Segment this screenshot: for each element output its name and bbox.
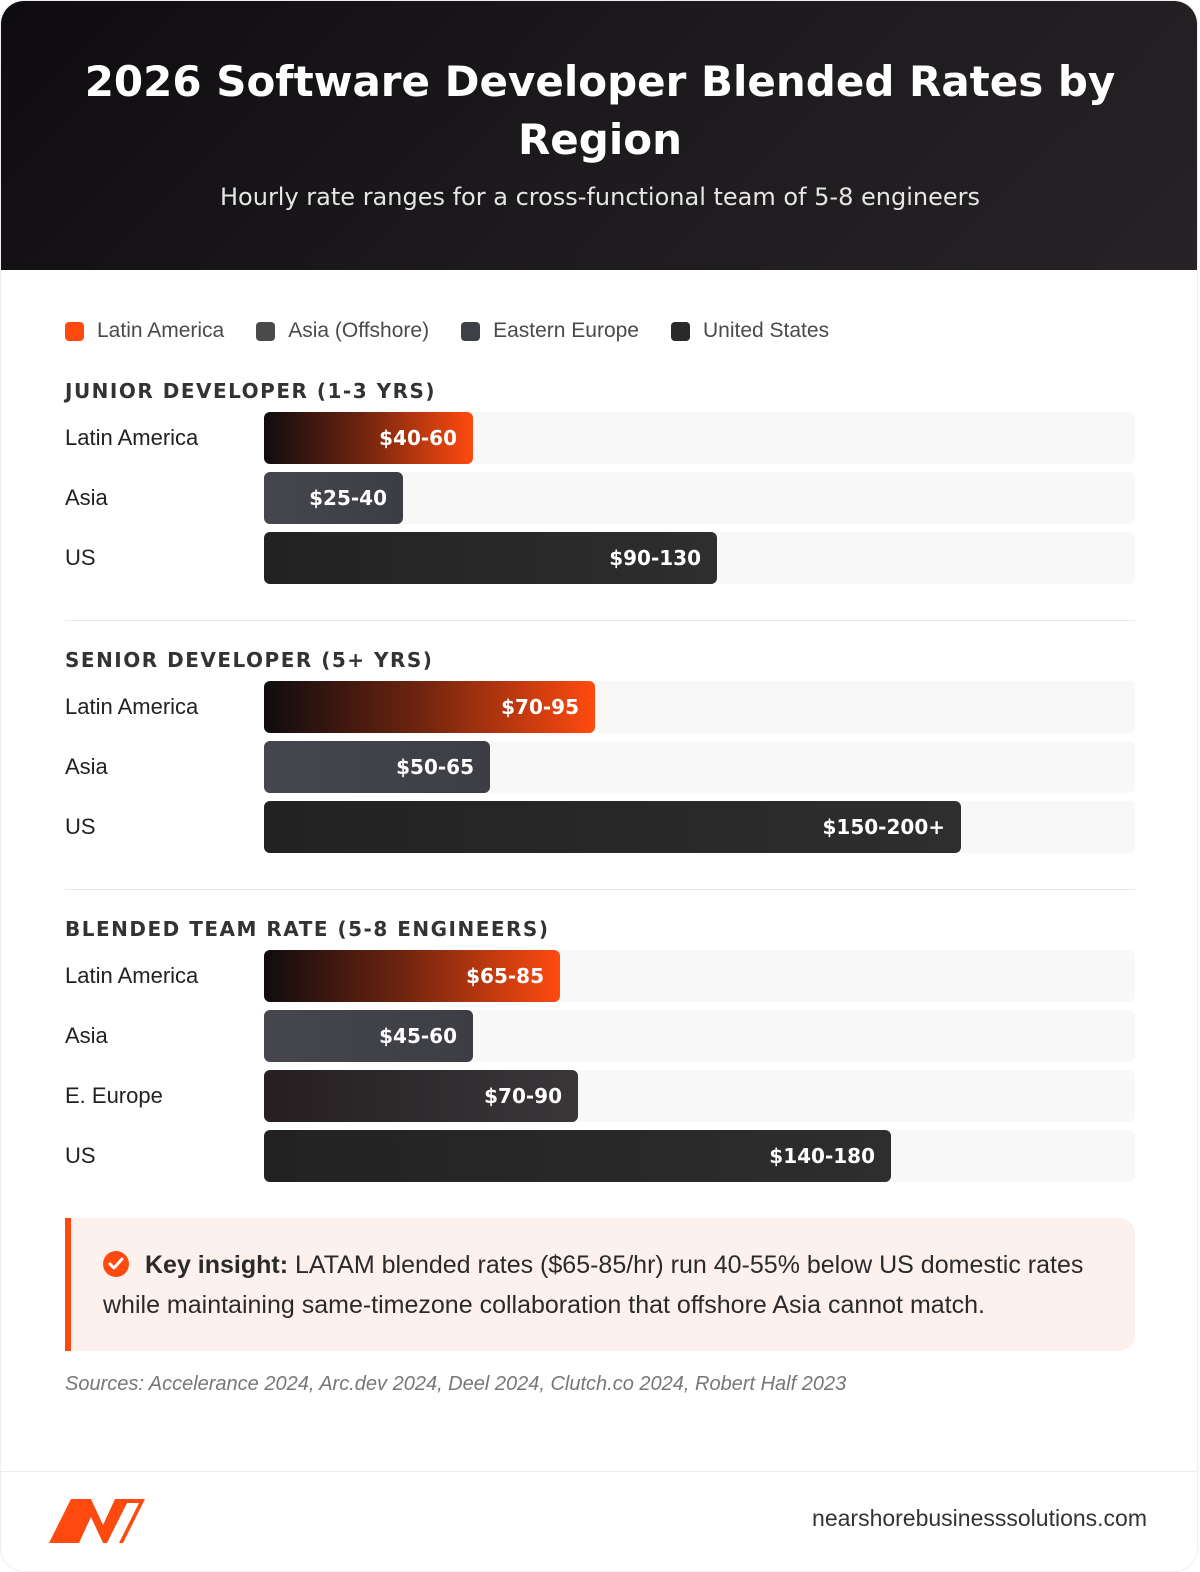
bar-track: $50-65 bbox=[264, 741, 1135, 793]
bar-category-label: E. Europe bbox=[65, 1083, 163, 1108]
bar-row: Latin America $40-60 bbox=[65, 412, 1135, 464]
bar-category-label: Asia bbox=[65, 485, 108, 510]
section-senior-developer: SENIOR DEVELOPER (5+ YRS) Latin America $… bbox=[65, 646, 1135, 853]
footer-divider bbox=[1, 1471, 1197, 1472]
legend-item-united-states: United States bbox=[671, 319, 829, 343]
check-circle-icon bbox=[103, 1251, 129, 1277]
bar: $140-180 bbox=[264, 1130, 891, 1182]
bar-track: $140-180 bbox=[264, 1130, 1135, 1182]
bar-track: $25-40 bbox=[264, 472, 1135, 524]
bar-row: US $90-130 bbox=[65, 532, 1135, 584]
bar-row: Asia $25-40 bbox=[65, 472, 1135, 524]
bar: $70-90 bbox=[264, 1070, 578, 1122]
legend-swatch-eastern-europe bbox=[461, 321, 481, 341]
bar-value-label: $140-180 bbox=[769, 1144, 875, 1168]
insight-lead: Key insight: bbox=[145, 1251, 289, 1279]
legend-label: Latin America bbox=[97, 319, 225, 342]
bar-value-label: $65-85 bbox=[466, 964, 544, 988]
bar-value-label: $150-200+ bbox=[822, 815, 945, 839]
insight-text: Key insight: LATAM blended rates ($65-85… bbox=[103, 1245, 1105, 1325]
bar-value-label: $90-130 bbox=[609, 546, 701, 570]
bar: $40-60 bbox=[264, 412, 473, 464]
legend-swatch-latin-america bbox=[65, 321, 84, 341]
bar-value-label: $25-40 bbox=[309, 486, 387, 510]
bar: $25-40 bbox=[264, 472, 403, 524]
bar-category-label: US bbox=[65, 814, 96, 839]
legend-item-asia: Asia (Offshore) bbox=[256, 319, 429, 343]
bar-value-label: $40-60 bbox=[379, 426, 457, 450]
bar-value-label: $70-90 bbox=[484, 1084, 562, 1108]
bar-value-label: $70-95 bbox=[501, 695, 579, 719]
legend-swatch-united-states bbox=[671, 321, 690, 341]
bar: $90-130 bbox=[264, 532, 717, 584]
bar-row: Asia $50-65 bbox=[65, 741, 1135, 793]
legend-label: Eastern Europe bbox=[493, 319, 639, 342]
chart-title: 2026 Software Developer Blended Rates by… bbox=[84, 57, 1116, 164]
section-title: JUNIOR DEVELOPER (1-3 YRS) bbox=[65, 379, 437, 403]
website-link[interactable]: nearshorebusinesssolutions.com bbox=[812, 1505, 1147, 1531]
brand-logo-icon bbox=[49, 1499, 145, 1543]
bar-row: US $140-180 bbox=[65, 1130, 1135, 1182]
bar-track: $90-130 bbox=[264, 532, 1135, 584]
sources-note: Sources: Accelerance 2024, Arc.dev 2024,… bbox=[65, 1373, 847, 1395]
legend-label: Asia (Offshore) bbox=[288, 319, 430, 342]
bar-category-label: Latin America bbox=[65, 425, 199, 450]
section-title: BLENDED TEAM RATE (5-8 ENGINEERS) bbox=[65, 917, 550, 941]
bar: $150-200+ bbox=[264, 801, 961, 853]
bar-track: $65-85 bbox=[264, 950, 1135, 1002]
bar: $65-85 bbox=[264, 950, 560, 1002]
bar-category-label: US bbox=[65, 1143, 96, 1168]
bar-track: $40-60 bbox=[264, 412, 1135, 464]
bar-category-label: Asia bbox=[65, 754, 108, 779]
bar: $70-95 bbox=[264, 681, 595, 733]
bar-category-label: Latin America bbox=[65, 694, 199, 719]
legend: Latin America Asia (Offshore) Eastern Eu… bbox=[65, 315, 861, 347]
header: 2026 Software Developer Blended Rates by… bbox=[1, 1, 1197, 270]
bar-rows: Latin America $65-85 Asia $45-60 E. Europe $7… bbox=[65, 950, 1135, 1182]
bar-track: $70-95 bbox=[264, 681, 1135, 733]
bar-category-label: US bbox=[65, 545, 96, 570]
section-junior-developer: JUNIOR DEVELOPER (1-3 YRS) Latin America… bbox=[65, 377, 1135, 584]
bar: $50-65 bbox=[264, 741, 490, 793]
section-blended-team-rate: BLENDED TEAM RATE (5-8 ENGINEERS) Latin … bbox=[65, 915, 1135, 1182]
section-title: SENIOR DEVELOPER (5+ YRS) bbox=[65, 648, 434, 672]
chart-subtitle: Hourly rate ranges for a cross-functiona… bbox=[220, 183, 980, 211]
bar-track: $70-90 bbox=[264, 1070, 1135, 1122]
bar-rows: Latin America $40-60 Asia $25-40 US $90-130 bbox=[65, 412, 1135, 584]
section-divider bbox=[65, 889, 1135, 890]
bar: $45-60 bbox=[264, 1010, 473, 1062]
insight-body: LATAM blended rates ($65-85/hr) run 40-5… bbox=[103, 1251, 1084, 1319]
bar-rows: Latin America $70-95 Asia $50-65 US $150-200+ bbox=[65, 681, 1135, 853]
bar-category-label: Latin America bbox=[65, 963, 199, 988]
bar-row: Latin America $65-85 bbox=[65, 950, 1135, 1002]
legend-label: United States bbox=[703, 319, 830, 342]
bar-value-label: $45-60 bbox=[379, 1024, 457, 1048]
bar-row: E. Europe $70-90 bbox=[65, 1070, 1135, 1122]
legend-swatch-asia bbox=[256, 321, 276, 341]
bar-row: US $150-200+ bbox=[65, 801, 1135, 853]
section-divider bbox=[65, 620, 1135, 621]
bar-row: Latin America $70-95 bbox=[65, 681, 1135, 733]
bar-row: Asia $45-60 bbox=[65, 1010, 1135, 1062]
key-insight-callout: Key insight: LATAM blended rates ($65-85… bbox=[65, 1218, 1135, 1351]
bar-category-label: Asia bbox=[65, 1023, 108, 1048]
bar-track: $45-60 bbox=[264, 1010, 1135, 1062]
legend-item-eastern-europe: Eastern Europe bbox=[461, 319, 639, 343]
legend-item-latin-america: Latin America bbox=[65, 319, 224, 343]
bar-track: $150-200+ bbox=[264, 801, 1135, 853]
bar-value-label: $50-65 bbox=[396, 755, 474, 779]
